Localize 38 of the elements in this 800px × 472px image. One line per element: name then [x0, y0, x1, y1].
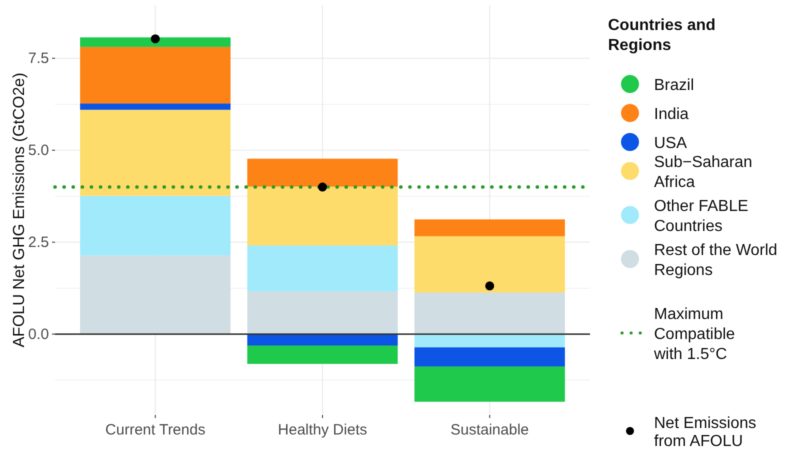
x-tick-label: Sustainable: [450, 422, 529, 439]
bar: [80, 196, 231, 256]
y-tick-label: 0.0: [28, 326, 49, 343]
bar: [414, 334, 565, 348]
bar: [80, 46, 231, 104]
legend-label: Brazil: [654, 77, 694, 94]
legend-label: Other FABLE Countries: [654, 198, 748, 235]
bar: [80, 110, 231, 196]
legend-label: Net Emissions from AFOLU: [654, 415, 756, 450]
bar: [414, 292, 565, 334]
bar: [414, 366, 565, 402]
bar: [80, 37, 231, 47]
x-tick-label: Current Trends: [105, 422, 206, 439]
y-tick-label: 7.5: [28, 50, 49, 68]
bar: [414, 236, 565, 293]
y-tick-label: 5.0: [28, 142, 49, 160]
legend-label: Rest of the World Regions: [654, 242, 778, 279]
y-axis-title: AFOLU Net GHG Emissions (GtCO2e): [11, 72, 28, 348]
point: [150, 34, 160, 44]
bar: [247, 291, 398, 334]
bar: [247, 346, 398, 364]
legend-label: Sub−Saharan Africa: [654, 154, 752, 191]
point: [318, 182, 327, 192]
point: [485, 281, 494, 290]
legend-title: Countries and Regions: [608, 17, 716, 54]
legend-label: USA: [654, 135, 688, 152]
bar: [247, 158, 398, 187]
bar: [414, 219, 565, 236]
y-tick-label: 2.5: [28, 234, 49, 251]
bar: [80, 255, 231, 334]
bar: [414, 347, 565, 366]
legend-label: India: [654, 106, 689, 123]
legend-label: Maximum Compatible with 1.5°C: [653, 306, 736, 363]
bar: [80, 104, 231, 110]
bar: [247, 186, 398, 246]
bar: [247, 334, 398, 346]
x-tick-label: Healthy Diets: [278, 422, 368, 439]
bar: [247, 245, 398, 292]
